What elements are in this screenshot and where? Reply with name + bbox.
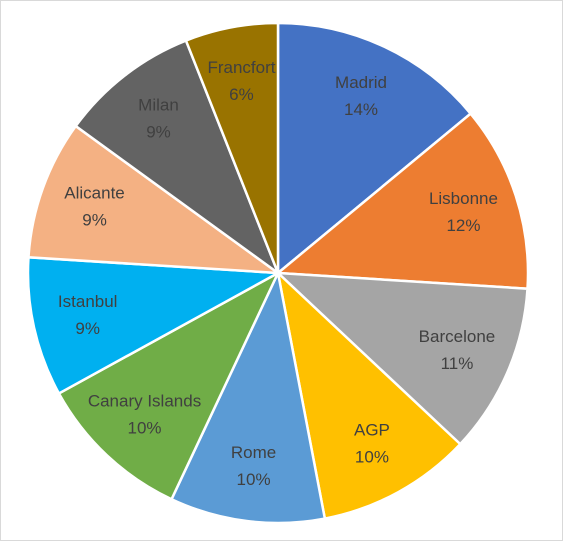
pie-slice xyxy=(26,255,283,396)
slice-label: Rome xyxy=(231,443,276,462)
slice-value: 11% xyxy=(441,354,474,373)
slice-label: AGP xyxy=(354,420,390,439)
pie-slice xyxy=(274,271,529,446)
slice-value: 6% xyxy=(229,85,254,104)
pie-slice xyxy=(169,268,327,525)
slice-value: 10% xyxy=(127,419,161,438)
slice-value: 10% xyxy=(355,447,389,466)
slice-value: 12% xyxy=(446,216,480,235)
slice-label: Milan xyxy=(138,95,179,114)
slice-label: Alicante xyxy=(64,183,124,202)
slice-value: 14% xyxy=(344,100,378,119)
pie-slice xyxy=(73,38,281,277)
slice-value: 9% xyxy=(146,122,171,141)
pie-slice xyxy=(276,269,463,521)
pie-slice xyxy=(184,21,280,274)
pie-slice xyxy=(57,270,281,501)
pie-slice xyxy=(27,124,283,275)
slice-value: 10% xyxy=(237,470,271,489)
slice-label: Istanbul xyxy=(58,292,118,311)
slice-label: Canary Islands xyxy=(88,392,201,411)
slice-label: Francfort xyxy=(207,58,275,77)
slice-value: 9% xyxy=(75,319,100,338)
slice-value: 9% xyxy=(82,210,107,229)
slice-label: Madrid xyxy=(335,73,387,92)
slice-label: Barcelone xyxy=(419,327,496,346)
pie-slice xyxy=(274,111,530,291)
slice-label: Lisbonne xyxy=(429,189,498,208)
pie-slice xyxy=(276,21,473,276)
